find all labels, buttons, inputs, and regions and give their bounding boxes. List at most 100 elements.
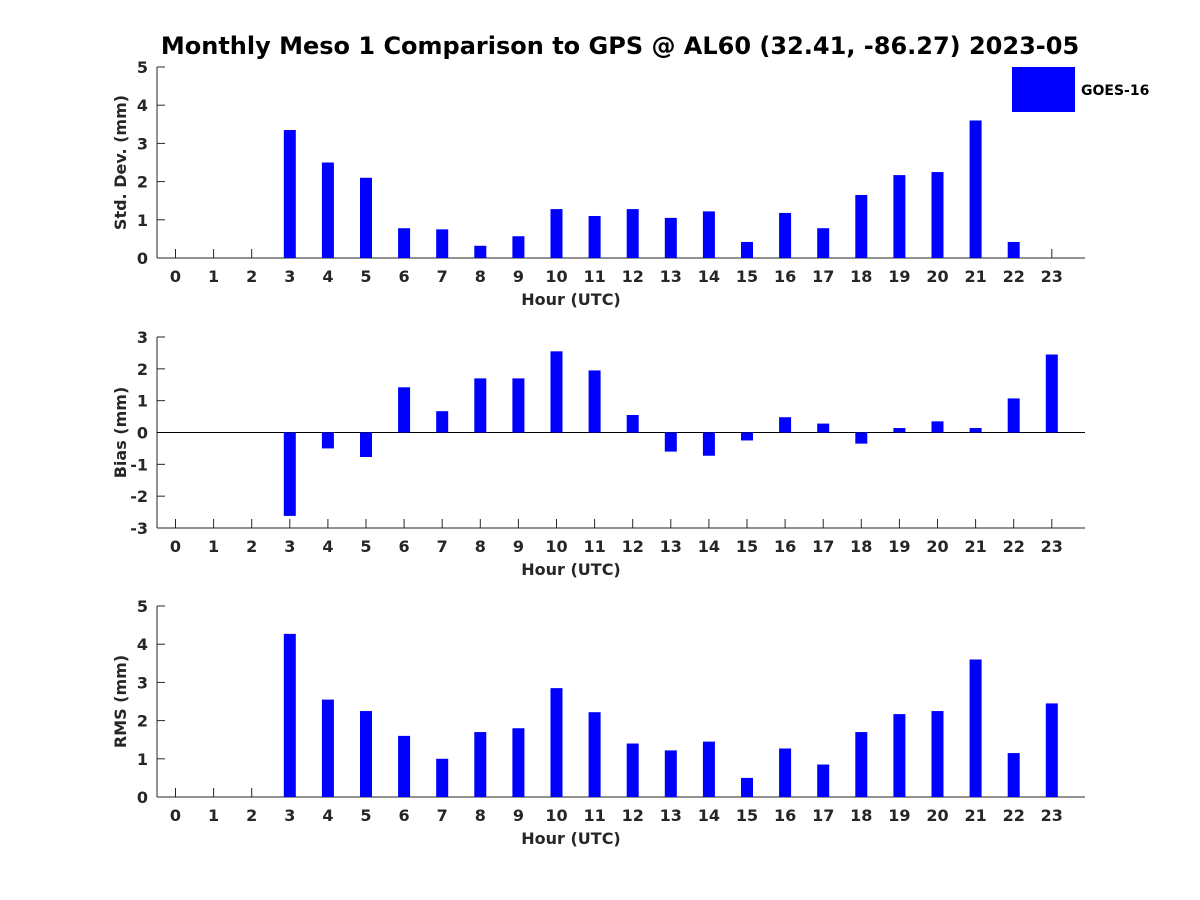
bar-hour-5	[360, 711, 372, 797]
x-tick-label: 2	[246, 806, 257, 825]
bar-hour-18	[855, 194, 868, 258]
x-tick-label: 17	[812, 267, 834, 286]
y-axis-label: RMS (mm)	[111, 655, 130, 748]
x-tick-label: 6	[399, 537, 410, 556]
bar-hour-11	[588, 215, 601, 258]
bar-hour-9	[512, 728, 525, 797]
x-tick-label: 10	[545, 537, 567, 556]
x-tick-label: 16	[774, 267, 796, 286]
x-tick-label: 8	[475, 267, 486, 286]
bar-hour-12	[626, 414, 639, 433]
x-tick-label: 12	[622, 267, 644, 286]
x-tick-label: 3	[284, 267, 295, 286]
bar-hour-3	[283, 432, 296, 516]
bar-hour-17	[817, 228, 830, 258]
x-tick-label: 22	[1003, 806, 1025, 825]
x-tick-label: 1	[208, 806, 219, 825]
bar-hour-15	[741, 241, 753, 258]
bar-hour-21	[969, 659, 982, 797]
x-tick-label: 13	[660, 537, 682, 556]
bar-hour-7	[436, 411, 449, 433]
x-tick-label: 7	[437, 537, 448, 556]
x-tick-label: 0	[170, 806, 181, 825]
bar-hour-10	[550, 351, 563, 433]
x-tick-label: 20	[926, 537, 948, 556]
x-tick-label: 13	[660, 806, 682, 825]
y-tick-label: -3	[130, 519, 148, 538]
bar-hour-7	[436, 229, 449, 258]
x-tick-label: 4	[322, 806, 333, 825]
x-tick-label: 0	[170, 267, 181, 286]
x-tick-label: 6	[399, 267, 410, 286]
x-tick-label: 9	[513, 806, 524, 825]
x-axis-label: Hour (UTC)	[521, 829, 621, 848]
x-tick-label: 21	[964, 537, 986, 556]
x-tick-label: 13	[660, 267, 682, 286]
x-tick-label: 17	[812, 537, 834, 556]
x-tick-label: 12	[622, 806, 644, 825]
x-tick-label: 3	[284, 806, 295, 825]
bar-hour-18	[855, 732, 868, 797]
x-tick-label: 15	[736, 537, 758, 556]
y-tick-label: 1	[137, 392, 148, 411]
x-tick-label: 6	[399, 806, 410, 825]
y-axis-label: Std. Dev. (mm)	[111, 95, 130, 230]
x-tick-label: 10	[545, 267, 567, 286]
x-tick-label: 4	[322, 267, 333, 286]
x-tick-label: 2	[246, 537, 257, 556]
bar-hour-20	[931, 711, 944, 797]
bar-hour-23	[1045, 703, 1058, 797]
x-tick-label: 11	[583, 537, 605, 556]
bar-hour-12	[626, 743, 639, 797]
bar-hour-15	[741, 777, 753, 797]
chart-title: Monthly Meso 1 Comparison to GPS @ AL60 …	[161, 32, 1079, 60]
bar-hour-18	[855, 432, 868, 444]
bar-hour-16	[779, 417, 792, 433]
y-tick-label: 2	[137, 712, 148, 731]
legend-swatch-goes-16	[1012, 67, 1075, 112]
x-tick-label: 17	[812, 806, 834, 825]
bar-hour-3	[283, 633, 296, 797]
y-tick-label: -1	[130, 455, 148, 474]
y-tick-label: 4	[137, 635, 148, 654]
x-axis-label: Hour (UTC)	[521, 290, 621, 309]
x-tick-label: 19	[888, 267, 910, 286]
bar-hour-8	[474, 245, 487, 258]
x-tick-label: 8	[475, 806, 486, 825]
bar-hour-17	[817, 423, 830, 433]
x-tick-label: 7	[437, 806, 448, 825]
x-tick-label: 23	[1041, 267, 1063, 286]
x-tick-label: 14	[698, 537, 720, 556]
bar-hour-19	[893, 428, 906, 433]
x-tick-label: 0	[170, 537, 181, 556]
x-tick-label: 2	[246, 267, 257, 286]
legend-label-goes-16: GOES-16	[1081, 83, 1149, 99]
x-tick-label: 20	[926, 267, 948, 286]
bar-hour-22	[1007, 398, 1020, 433]
bar-hour-10	[550, 688, 563, 797]
x-tick-label: 22	[1003, 267, 1025, 286]
bar-hour-6	[398, 228, 411, 258]
bar-hour-19	[893, 714, 906, 797]
bar-hour-22	[1007, 753, 1020, 797]
x-tick-label: 21	[964, 806, 986, 825]
y-tick-label: 3	[137, 328, 148, 347]
x-tick-label: 7	[437, 267, 448, 286]
bar-hour-13	[664, 750, 677, 797]
bar-hour-16	[779, 212, 792, 258]
bar-hour-5	[360, 177, 372, 258]
y-tick-label: 3	[137, 673, 148, 692]
bar-hour-4	[321, 162, 334, 258]
bar-hour-4	[321, 432, 334, 449]
x-tick-label: 8	[475, 537, 486, 556]
x-tick-label: 4	[322, 537, 333, 556]
x-tick-label: 10	[545, 806, 567, 825]
x-tick-label: 15	[736, 806, 758, 825]
x-tick-label: 3	[284, 537, 295, 556]
y-tick-label: 5	[137, 597, 148, 616]
y-tick-label: 1	[137, 750, 148, 769]
bar-hour-20	[931, 421, 944, 433]
y-tick-label: 2	[137, 360, 148, 379]
bar-hour-6	[398, 387, 411, 433]
